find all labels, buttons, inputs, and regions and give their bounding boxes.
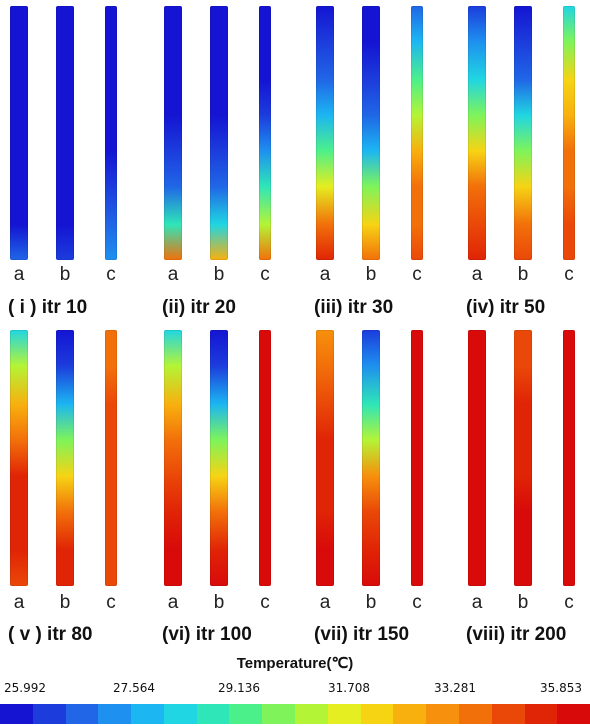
temperature-column-vi-a <box>164 330 182 586</box>
colorbar-segment <box>262 704 296 724</box>
temperature-column-v-b <box>56 330 74 586</box>
column-label: c <box>106 592 116 613</box>
temperature-column-v-c <box>105 330 117 586</box>
column-label: b <box>365 592 377 613</box>
column-label: a <box>167 264 179 285</box>
colorbar-segment <box>458 704 492 724</box>
colorbar-segment <box>98 704 132 724</box>
panel-title-v: ( v ) itr 80 <box>8 624 93 645</box>
temperature-column-vii-c <box>411 330 423 586</box>
temperature-column-vii-a <box>316 330 334 586</box>
column-label: b <box>365 264 377 285</box>
colorbar-segment <box>491 704 525 724</box>
temperature-column-i-a <box>10 6 28 260</box>
legend-tick-label: 25.992 <box>4 681 46 695</box>
column-label: a <box>319 264 331 285</box>
colorbar-segment <box>360 704 394 724</box>
column-label: b <box>59 264 71 285</box>
column-label: a <box>13 264 25 285</box>
colorbar-segment <box>196 704 230 724</box>
column-label: a <box>167 592 179 613</box>
temperature-column-ii-a <box>164 6 182 260</box>
temperature-column-v-a <box>10 330 28 586</box>
temperature-column-vi-c <box>259 330 271 586</box>
panel-title-vi: (vi) itr 100 <box>162 624 252 645</box>
temperature-column-ii-b <box>210 6 228 260</box>
column-label: b <box>517 264 529 285</box>
temperature-column-ii-c <box>259 6 271 260</box>
column-label: c <box>260 592 270 613</box>
temperature-column-viii-b <box>514 330 532 586</box>
colorbar-segment <box>32 704 66 724</box>
colorbar-segment <box>65 704 99 724</box>
legend-title: Temperature(℃) <box>236 655 354 672</box>
column-label: b <box>213 264 225 285</box>
column-label: c <box>260 264 270 285</box>
column-label: c <box>412 592 422 613</box>
legend-tick-label: 31.708 <box>328 681 370 695</box>
colorbar-segment <box>327 704 361 724</box>
column-label: b <box>517 592 529 613</box>
legend-tick-label: 35.853 <box>540 681 582 695</box>
temperature-colorbar <box>0 704 590 724</box>
panel-title-i: ( i ) itr 10 <box>8 297 88 318</box>
panel-title-iv: (iv) itr 50 <box>466 297 546 318</box>
column-label: a <box>319 592 331 613</box>
legend-tick-label: 33.281 <box>434 681 476 695</box>
temperature-column-vi-b <box>210 330 228 586</box>
column-label: a <box>13 592 25 613</box>
column-label: a <box>471 592 483 613</box>
colorbar-segment <box>163 704 197 724</box>
column-label: a <box>471 264 483 285</box>
temperature-column-iii-a <box>316 6 334 260</box>
legend-tick-label: 27.564 <box>113 681 155 695</box>
temperature-column-i-c <box>105 6 117 260</box>
panel-title-viii: (viii) itr 200 <box>466 624 567 645</box>
colorbar-segment <box>557 704 590 724</box>
colorbar-segment <box>229 704 263 724</box>
panel-title-vii: (vii) itr 150 <box>314 624 410 645</box>
temperature-column-viii-a <box>468 330 486 586</box>
colorbar-segment <box>295 704 328 724</box>
legend-tick-label: 29.136 <box>218 681 260 695</box>
temperature-column-iv-b <box>514 6 532 260</box>
temperature-column-viii-c <box>563 330 575 586</box>
temperature-column-iv-c <box>563 6 575 260</box>
colorbar-segment <box>0 704 33 724</box>
column-label: c <box>412 264 422 285</box>
temperature-column-iv-a <box>468 6 486 260</box>
column-label: b <box>213 592 225 613</box>
temperature-column-iii-c <box>411 6 423 260</box>
column-label: c <box>564 264 574 285</box>
colorbar-segment <box>426 704 459 724</box>
temperature-column-iii-b <box>362 6 380 260</box>
column-label: b <box>59 592 71 613</box>
colorbar-segment <box>393 704 427 724</box>
column-label: c <box>106 264 116 285</box>
column-label: c <box>564 592 574 613</box>
panel-title-iii: (iii) itr 30 <box>314 297 394 318</box>
temperature-column-vii-b <box>362 330 380 586</box>
panel-title-ii: (ii) itr 20 <box>162 297 236 318</box>
colorbar-segment <box>524 704 558 724</box>
temperature-column-i-b <box>56 6 74 260</box>
colorbar-segment <box>131 704 164 724</box>
